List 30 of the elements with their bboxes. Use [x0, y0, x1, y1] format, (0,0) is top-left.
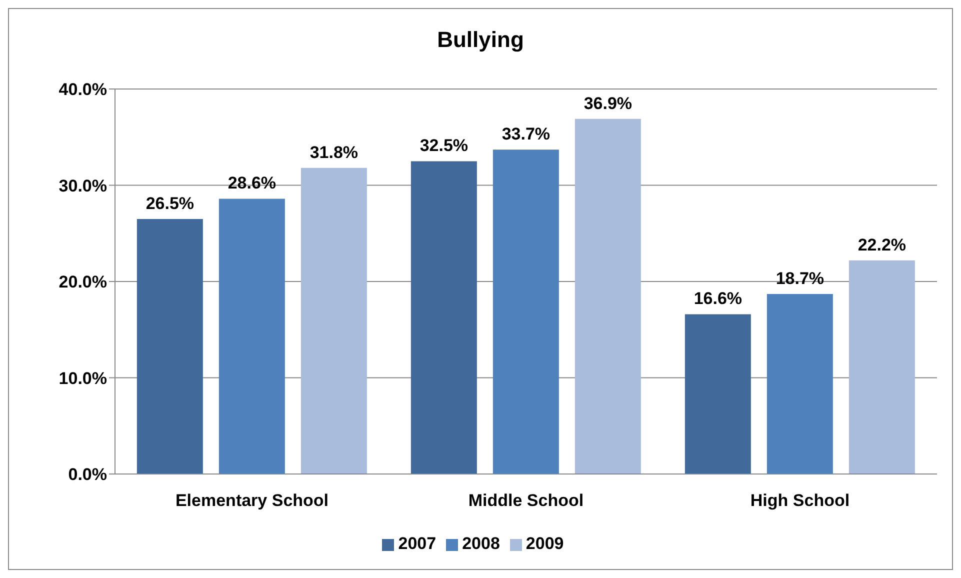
data-label: 22.2% — [858, 235, 906, 254]
y-tick-label: 20.0% — [58, 272, 107, 292]
x-tick-label: High School — [750, 491, 850, 510]
data-label: 33.7% — [502, 124, 550, 144]
data-label: 31.8% — [310, 142, 358, 162]
legend-label: 2008 — [462, 534, 500, 553]
data-label: 32.5% — [420, 136, 468, 156]
legend-label: 2009 — [526, 534, 564, 553]
x-tick-label: Middle School — [468, 491, 584, 510]
y-tick-label: 10.0% — [58, 368, 107, 388]
bar — [136, 218, 203, 474]
bar — [218, 198, 285, 474]
bar — [410, 161, 477, 474]
bar — [684, 314, 751, 474]
data-label: 26.5% — [146, 194, 194, 213]
data-label: 28.6% — [228, 174, 276, 193]
data-label: 16.6% — [694, 289, 742, 308]
bar — [492, 150, 559, 474]
bar — [848, 260, 915, 474]
data-label: 36.9% — [584, 94, 632, 113]
chart-title: Bullying — [436, 27, 525, 53]
bar — [300, 168, 367, 474]
y-tick-label: 30.0% — [58, 176, 107, 196]
data-label: 18.7% — [776, 269, 824, 288]
bar — [766, 294, 833, 474]
y-tick-label: 40.0% — [58, 80, 107, 100]
x-tick-label: Elementary School — [175, 491, 329, 510]
legend-label: 2007 — [398, 534, 436, 553]
y-tick-label: 0.0% — [68, 465, 107, 484]
bar — [574, 118, 641, 474]
